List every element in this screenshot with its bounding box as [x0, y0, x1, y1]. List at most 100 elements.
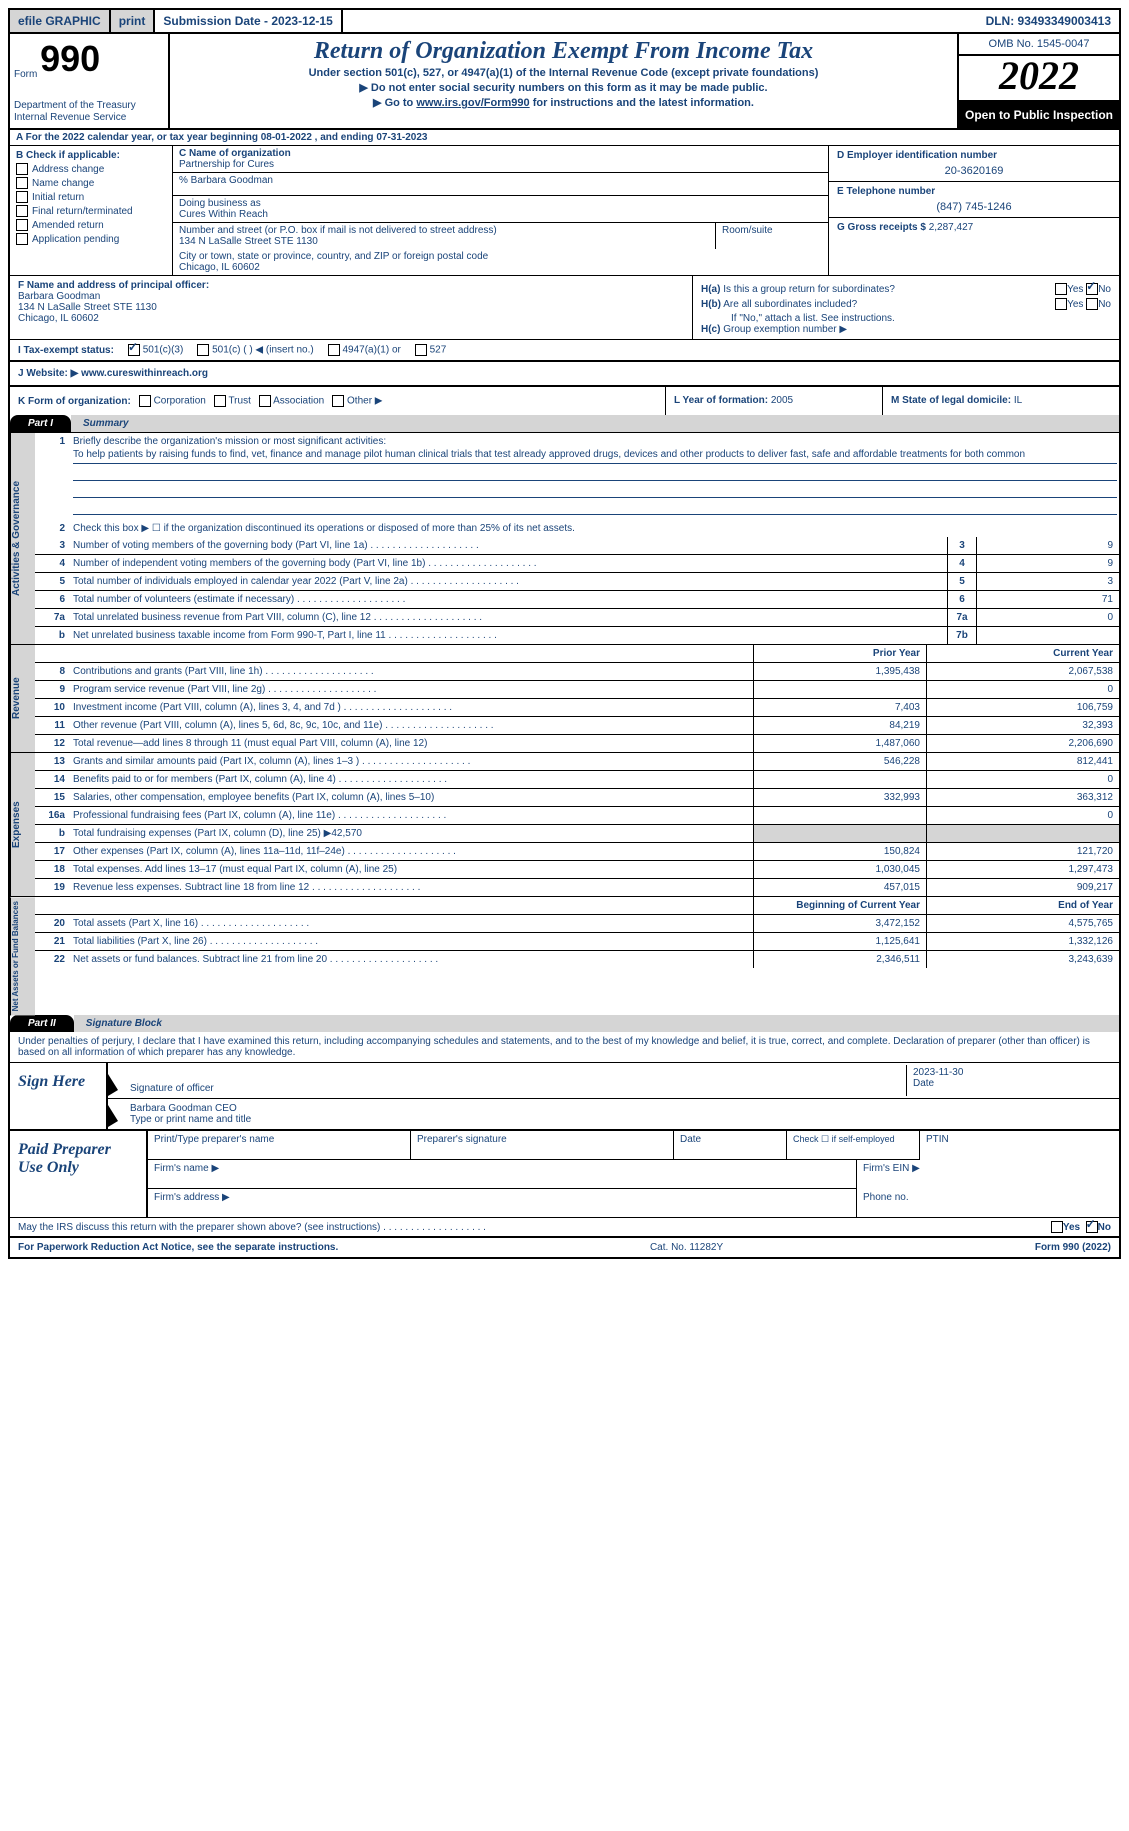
hdr-current-year: Current Year: [926, 645, 1119, 662]
cy-16b: [926, 825, 1119, 842]
firm-ein-label: Firm's EIN ▶: [857, 1160, 1119, 1189]
k-assoc-chk[interactable]: [259, 395, 271, 407]
py-13: 546,228: [753, 753, 926, 770]
k-other-chk[interactable]: [332, 395, 344, 407]
py-20: 3,472,152: [753, 915, 926, 932]
care-of: % Barbara Goodman: [173, 173, 828, 196]
py-15: 332,993: [753, 789, 926, 806]
line-18: Total expenses. Add lines 13–17 (must eq…: [73, 864, 397, 875]
mission-blank-1: [73, 466, 1117, 481]
k-corp-chk[interactable]: [139, 395, 151, 407]
chk-final-return[interactable]: [16, 205, 28, 217]
i-4947-chk[interactable]: [328, 344, 340, 356]
num-1: 1: [35, 433, 71, 520]
row-i: I Tax-exempt status: 501(c)(3) 501(c) ( …: [10, 339, 1119, 360]
val-7a: 0: [976, 609, 1119, 626]
sig-officer-label: Signature of officer: [130, 1083, 900, 1094]
footer-right: Form 990 (2022): [1035, 1242, 1111, 1253]
ptin-label: PTIN: [920, 1131, 1119, 1160]
lbl-amended: Amended return: [32, 220, 104, 231]
part1-tab: Part I: [10, 415, 71, 432]
sig-arrow-1: [108, 1074, 118, 1096]
row-a-period: A For the 2022 calendar year, or tax yea…: [10, 130, 1119, 146]
py-12: 1,487,060: [753, 735, 926, 752]
cy-10: 106,759: [926, 699, 1119, 716]
pp-date-label: Date: [674, 1131, 787, 1160]
sig-arrow-2: [108, 1105, 118, 1127]
chk-initial-return[interactable]: [16, 191, 28, 203]
ha-no-chk[interactable]: [1086, 283, 1098, 295]
hb-yes-chk[interactable]: [1055, 298, 1067, 310]
i-501c3-chk[interactable]: [128, 344, 140, 356]
cy-20: 4,575,765: [926, 915, 1119, 932]
chk-app-pending[interactable]: [16, 233, 28, 245]
print-button[interactable]: print: [111, 10, 156, 32]
pp-self-employed: Check ☐ if self-employed: [787, 1131, 920, 1160]
py-8: 1,395,438: [753, 663, 926, 680]
line-17: Other expenses (Part IX, column (A), lin…: [73, 846, 456, 857]
num-8: 8: [35, 663, 71, 680]
ein-value: 20-3620169: [837, 161, 1111, 177]
hb-no-chk[interactable]: [1086, 298, 1098, 310]
city-label: City or town, state or province, country…: [179, 251, 822, 262]
vlabel-activities: Activities & Governance: [10, 433, 35, 644]
officer-addr1: 134 N LaSalle Street STE 1130: [18, 302, 684, 313]
mission-text: To help patients by raising funds to fin…: [73, 449, 1117, 464]
hdr-boy: Beginning of Current Year: [753, 897, 926, 914]
num-20: 20: [35, 915, 71, 932]
cy-17: 121,720: [926, 843, 1119, 860]
tax-year: 2022: [959, 56, 1119, 102]
num-14: 14: [35, 771, 71, 788]
part1-title: Summary: [71, 415, 1119, 432]
py-16b: [753, 825, 926, 842]
chk-amended[interactable]: [16, 219, 28, 231]
m-value: IL: [1014, 395, 1022, 406]
c-name-label: C Name of organization: [179, 148, 822, 159]
cellnum-6: 6: [947, 591, 976, 608]
sig-date-val: 2023-11-30: [913, 1067, 1113, 1078]
mission-blank-3: [73, 500, 1117, 515]
discuss-no-chk[interactable]: [1086, 1221, 1098, 1233]
chk-name-change[interactable]: [16, 177, 28, 189]
py-19: 457,015: [753, 879, 926, 896]
num-18: 18: [35, 861, 71, 878]
line-5: Total number of individuals employed in …: [73, 576, 519, 587]
num-21: 21: [35, 933, 71, 950]
goto-post: for instructions and the latest informat…: [530, 97, 754, 109]
py-17: 150,824: [753, 843, 926, 860]
irs-link[interactable]: www.irs.gov/Form990: [416, 97, 529, 109]
vlabel-revenue: Revenue: [10, 645, 35, 752]
line-9: Program service revenue (Part VIII, line…: [73, 684, 376, 695]
i-501c-chk[interactable]: [197, 344, 209, 356]
type-print-label: Type or print name and title: [130, 1114, 1113, 1125]
num-9: 9: [35, 681, 71, 698]
gross-value: 2,287,427: [929, 222, 974, 233]
val-7b: [976, 627, 1119, 644]
cellnum-3: 3: [947, 537, 976, 554]
num-7b: b: [35, 627, 71, 644]
k-trust-chk[interactable]: [214, 395, 226, 407]
line-3: Number of voting members of the governin…: [73, 540, 479, 551]
lbl-name-change: Name change: [32, 178, 94, 189]
k-corp: Corporation: [154, 396, 206, 407]
page-footer: For Paperwork Reduction Act Notice, see …: [10, 1236, 1119, 1257]
open-to-public: Open to Public Inspection: [959, 102, 1119, 128]
dba-label: Doing business as: [179, 198, 822, 209]
num-22: 22: [35, 951, 71, 968]
line-16a: Professional fundraising fees (Part IX, …: [73, 810, 446, 821]
discuss-yes-chk[interactable]: [1051, 1221, 1063, 1233]
discuss-yes: Yes: [1063, 1222, 1080, 1233]
line-10: Investment income (Part VIII, column (A)…: [73, 702, 452, 713]
cy-15: 363,312: [926, 789, 1119, 806]
num-3: 3: [35, 537, 71, 554]
line-8: Contributions and grants (Part VIII, lin…: [73, 666, 374, 677]
i-label: I Tax-exempt status:: [18, 345, 114, 356]
cy-22: 3,243,639: [926, 951, 1119, 968]
discuss-row: May the IRS discuss this return with the…: [10, 1217, 1119, 1236]
chk-address-change[interactable]: [16, 163, 28, 175]
cy-21: 1,332,126: [926, 933, 1119, 950]
ha-yes-chk[interactable]: [1055, 283, 1067, 295]
vlabel-expenses: Expenses: [10, 753, 35, 896]
py-18: 1,030,045: [753, 861, 926, 878]
i-527-chk[interactable]: [415, 344, 427, 356]
